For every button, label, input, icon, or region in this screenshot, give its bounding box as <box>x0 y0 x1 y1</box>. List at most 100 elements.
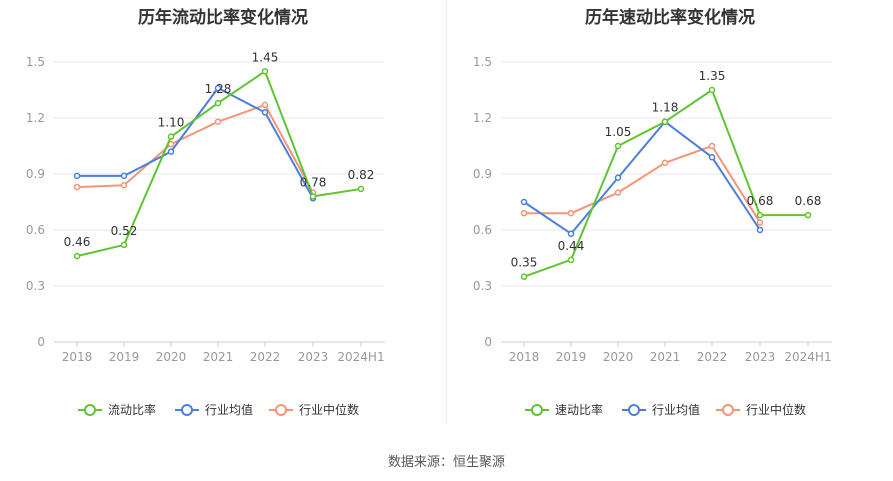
panel-divider <box>446 0 447 425</box>
data-point <box>520 209 528 217</box>
y-tick-label: 0 <box>484 335 492 349</box>
x-tick-label: 2023 <box>298 350 329 364</box>
legend-item[interactable]: 流动比率 <box>78 402 156 417</box>
data-point <box>120 181 128 189</box>
data-point <box>73 172 81 180</box>
legend-label: 行业中位数 <box>746 402 806 417</box>
y-tick-label: 0.6 <box>26 223 45 237</box>
x-tick-label: 2018 <box>62 350 93 364</box>
data-point <box>708 86 716 94</box>
x-tick-label: 2022 <box>250 350 281 364</box>
data-label: 0.68 <box>795 194 822 208</box>
data-point <box>756 226 764 234</box>
data-point <box>567 256 575 264</box>
y-tick-label: 0.3 <box>26 279 45 293</box>
series-line <box>523 120 761 235</box>
legend-swatch-marker <box>84 404 96 416</box>
x-tick-label: 2023 <box>745 350 776 364</box>
data-label: 0.78 <box>300 175 327 189</box>
data-point <box>214 84 222 92</box>
data-point <box>214 99 222 107</box>
line-chart-quick-ratio: 0 0.3 0.6 0.9 1.2 1.5 2018 2019 2020 2021 2022 2023… <box>473 55 832 417</box>
y-tick-label: 1.2 <box>473 111 492 125</box>
data-point <box>567 209 575 217</box>
chart-panel-current-ratio: 历年流动比率变化情况 0 0.3 0.6 0.9 1.2 1.5 2018 2019 2020 2… <box>0 0 446 440</box>
data-point <box>614 174 622 181</box>
data-point <box>261 109 269 116</box>
legend-item[interactable]: 速动比率 <box>525 402 603 417</box>
data-point <box>756 211 764 219</box>
data-label: 0.35 <box>511 256 538 270</box>
data-point <box>73 183 81 191</box>
legend-swatch-marker <box>722 404 734 416</box>
data-point <box>309 193 317 200</box>
data-point <box>520 198 528 206</box>
series-line <box>76 103 314 194</box>
data-point <box>167 133 175 140</box>
legend-label: 流动比率 <box>108 402 156 417</box>
legend-label: 行业均值 <box>205 402 253 417</box>
data-point <box>708 153 716 161</box>
y-tick-label: 0.6 <box>473 223 492 237</box>
legend-swatch-marker <box>181 404 193 416</box>
legend-label: 行业中位数 <box>299 402 359 417</box>
data-point <box>614 189 622 196</box>
data-point <box>357 185 365 193</box>
x-tick-label: 2024H1 <box>784 350 831 364</box>
x-tick-label: 2024H1 <box>337 350 384 364</box>
data-label: 1.35 <box>699 69 726 83</box>
legend-item[interactable]: 行业均值 <box>175 402 253 417</box>
data-source-note: 数据来源：恒生聚源 <box>387 455 505 470</box>
data-label: 0.44 <box>558 239 585 253</box>
legend-swatch-marker <box>275 404 287 416</box>
legend-label: 速动比率 <box>555 402 603 417</box>
data-point <box>120 241 128 249</box>
chart-title: 历年速动比率变化情况 <box>585 8 755 28</box>
legend-item[interactable]: 行业中位数 <box>716 402 806 417</box>
y-tick-label: 1.5 <box>473 55 492 69</box>
data-point <box>804 211 812 219</box>
data-point <box>614 142 622 150</box>
y-tick-label: 0 <box>37 335 45 349</box>
data-point <box>708 142 716 150</box>
legend-item[interactable]: 行业均值 <box>622 402 700 417</box>
x-tick-label: 2020 <box>603 350 634 364</box>
x-tick-label: 2019 <box>109 350 140 364</box>
chart-title: 历年流动比率变化情况 <box>138 8 308 28</box>
data-label: 1.10 <box>158 116 185 130</box>
x-tick-label: 2020 <box>156 350 187 364</box>
data-point <box>661 159 669 167</box>
data-label: 1.05 <box>605 125 632 139</box>
data-point <box>167 148 175 155</box>
data-label: 0.82 <box>348 168 375 182</box>
x-tick-label: 2022 <box>697 350 728 364</box>
chart-panel-quick-ratio: 历年速动比率变化情况 0 0.3 0.6 0.9 1.2 1.5 2018 2019 2020 2… <box>447 0 893 440</box>
data-label: 0.52 <box>111 224 138 238</box>
y-tick-label: 0.9 <box>473 167 492 181</box>
data-point <box>261 101 269 109</box>
y-tick-label: 0.3 <box>473 279 492 293</box>
data-point <box>661 118 669 125</box>
data-point <box>120 172 128 180</box>
legend-item[interactable]: 行业中位数 <box>269 402 359 417</box>
data-label: 0.68 <box>747 194 774 208</box>
x-tick-label: 2021 <box>650 350 681 364</box>
data-point <box>567 230 575 237</box>
data-label: 0.46 <box>64 235 91 249</box>
legend-label: 行业均值 <box>652 402 700 417</box>
data-point <box>520 273 528 280</box>
y-tick-label: 0.9 <box>26 167 45 181</box>
x-tick-label: 2018 <box>509 350 540 364</box>
data-label: 1.18 <box>652 101 679 115</box>
y-tick-label: 1.5 <box>26 55 45 69</box>
data-point <box>73 252 81 260</box>
legend-swatch-marker <box>628 404 640 416</box>
series-line <box>524 145 761 224</box>
x-tick-label: 2021 <box>203 350 234 364</box>
x-tick-label: 2019 <box>556 350 587 364</box>
line-chart-current-ratio: 0 0.3 0.6 0.9 1.2 1.5 2018 2019 2020 2021 2022 2023… <box>26 50 385 417</box>
y-tick-label: 1.2 <box>26 111 45 125</box>
data-point <box>214 118 222 125</box>
data-label: 1.45 <box>252 50 279 64</box>
legend-swatch-marker <box>531 404 543 416</box>
